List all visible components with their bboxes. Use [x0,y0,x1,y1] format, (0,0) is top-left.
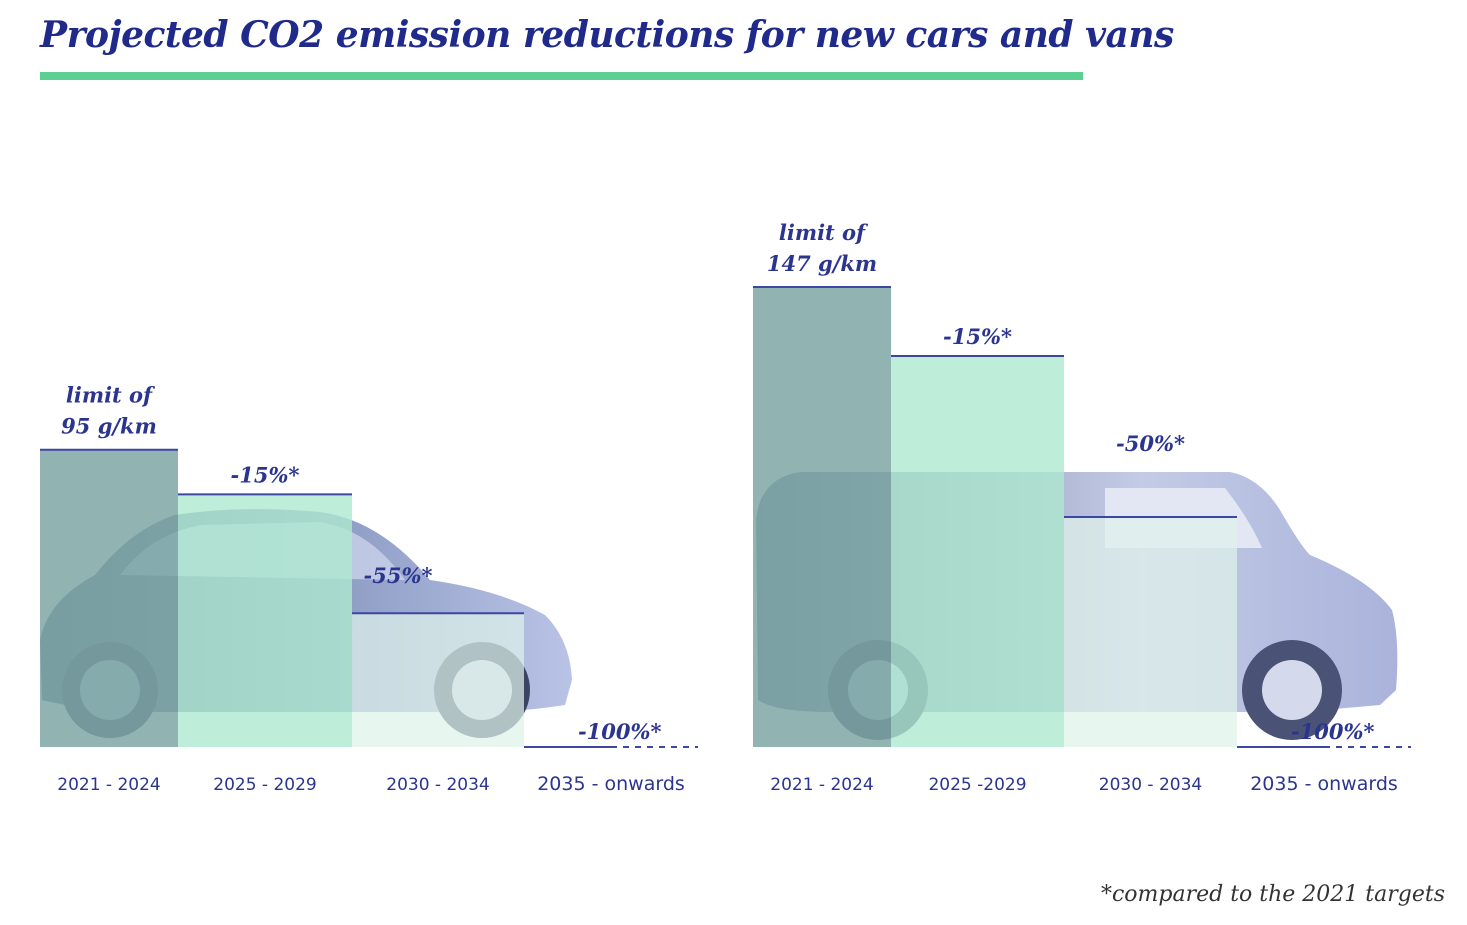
vans-category-label-4: 2035 - onwards [1250,773,1398,795]
vans-value-label-2: -15%* [943,324,1012,349]
vans-value-label-1: 147 g/km [767,251,877,276]
cars-category-label-2: 2025 - 2029 [213,775,316,795]
vans-bar-2 [891,356,1064,747]
vans-category-label-1: 2021 - 2024 [770,775,873,795]
footnote: *compared to the 2021 targets [1100,882,1445,907]
vans-category-label-2: 2025 -2029 [928,775,1026,795]
vans-value-label-1: limit of [779,220,869,245]
cars-category-label-1: 2021 - 2024 [57,775,160,795]
cars-category-label-4: 2035 - onwards [537,773,685,795]
bars-layer [40,286,1411,748]
page-title: Projected CO2 emission reductions for ne… [40,14,1174,56]
cars-bar-3 [352,613,524,747]
vans-category-label-3: 2030 - 2034 [1099,775,1202,795]
labels-layer: limit of 95 g/km 2021 - 2024 -15%* 2025 - 20… [57,220,1398,795]
vans-bar-1 [753,287,891,747]
cars-value-label-4: -100%* [578,719,662,744]
cars-bar-1 [40,449,178,747]
vans-value-label-3: -50%* [1116,431,1185,456]
cars-value-label-3: -55%* [364,563,433,588]
van-rim-front [1262,660,1322,720]
cars-value-label-2: -15%* [231,462,300,487]
cars-value-label-1: 95 g/km [61,414,157,439]
vans-value-label-4: -100%* [1291,719,1375,744]
cars-bar-2 [178,494,352,747]
cars-category-label-3: 2030 - 2034 [386,775,489,795]
cars-value-label-1: limit of [66,383,156,408]
title-underline [40,72,1083,80]
vans-bar-3 [1064,517,1237,747]
